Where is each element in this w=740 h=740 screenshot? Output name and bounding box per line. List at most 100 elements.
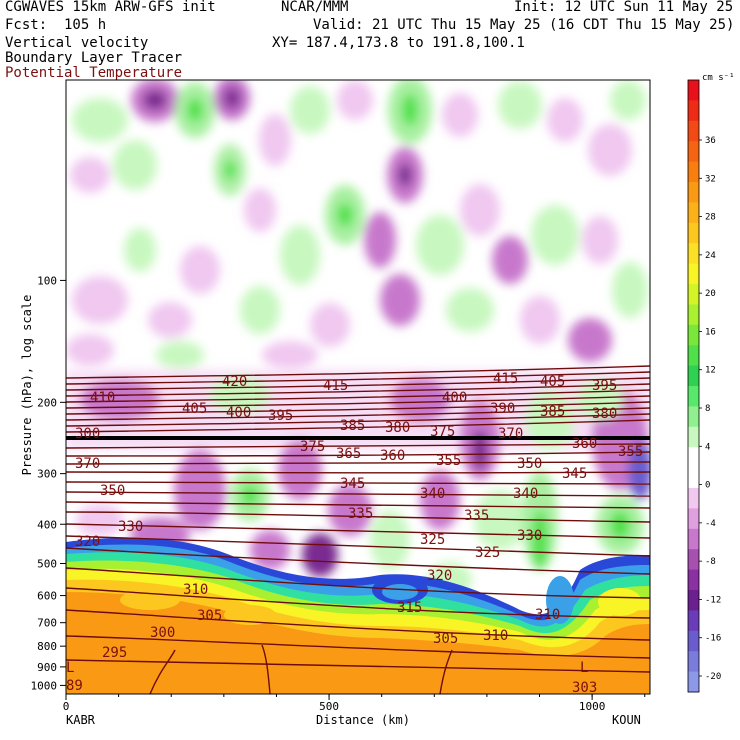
- y-tick-label: 300: [37, 468, 57, 481]
- x-axis-label: Distance (km): [316, 713, 410, 727]
- colorbar-label: -12: [705, 595, 721, 605]
- colorbar-segment: [688, 141, 699, 163]
- theta-label: L: [580, 660, 588, 676]
- theta-label: 405: [540, 374, 565, 390]
- x-tick-label: 500: [319, 700, 339, 713]
- colorbar-segment: [688, 161, 699, 183]
- x-axis: 0 500 1000: [63, 694, 646, 713]
- theta-label: 415: [493, 371, 518, 387]
- colorbar-segment: [688, 365, 699, 387]
- theta-label: 350: [100, 483, 125, 499]
- colorbar-segment: [688, 569, 699, 591]
- theta-label: 365: [336, 446, 361, 462]
- y-tick-label: 600: [37, 590, 57, 603]
- theta-label: 345: [340, 476, 365, 492]
- colorbar-segment: [688, 263, 699, 285]
- theta-label: 330: [118, 519, 143, 535]
- colorbar-segment: [688, 508, 699, 530]
- theta-label: 410: [90, 390, 115, 406]
- colorbar-segment: [688, 324, 699, 346]
- theta-label: 345: [562, 466, 587, 482]
- plot-frame: [65, 79, 651, 695]
- x-tick-label: 1000: [579, 700, 606, 713]
- theta-label: 370: [498, 426, 523, 442]
- colorbar-label: -16: [705, 634, 721, 644]
- theta-label: 415: [323, 378, 348, 394]
- theta-label: 360: [380, 448, 405, 464]
- colorbar: 36 32 28 24 20 16 12 8 4 0 -4 -8 -12 -16 -20: [687, 79, 721, 693]
- colorbar-segment: [688, 386, 699, 407]
- y-tick-label: 400: [37, 518, 57, 531]
- colorbar-label: 20: [705, 289, 716, 299]
- colorbar-segment: [688, 304, 699, 326]
- theta-label: 310: [483, 628, 508, 644]
- theta-label: 305: [197, 608, 222, 624]
- theta-label: 395: [592, 378, 617, 394]
- x-tick-label: 0: [63, 700, 70, 713]
- theta-label: 310: [535, 607, 560, 623]
- colorbar-segment: [688, 182, 699, 203]
- y-tick-label: 700: [37, 617, 57, 630]
- theta-label: 300: [150, 625, 175, 641]
- theta-label: 300: [75, 426, 100, 442]
- theta-label: 89: [66, 678, 83, 694]
- theta-label: 395: [268, 408, 293, 424]
- colorbar-segment: [688, 630, 699, 652]
- theta-label: 400: [442, 390, 467, 406]
- theta-label: 350: [517, 456, 542, 472]
- theta-label: L: [66, 660, 74, 676]
- colorbar-segment: [688, 549, 699, 571]
- theta-label: 405: [182, 401, 207, 417]
- colorbar-segment: [688, 80, 699, 101]
- theta-label: 340: [513, 486, 538, 502]
- colorbar-segment: [688, 610, 699, 632]
- colorbar-units: cm s⁻¹: [702, 73, 735, 83]
- theta-label: 320: [75, 534, 100, 550]
- theta-label: 380: [385, 420, 410, 436]
- colorbar-label: -8: [705, 557, 716, 567]
- colorbar-frame: [687, 79, 700, 693]
- colorbar-label: -20: [705, 672, 721, 682]
- colorbar-segment: [688, 222, 699, 244]
- colorbar-label: 12: [705, 366, 716, 376]
- theta-label: 400: [226, 405, 251, 421]
- colorbar-segment: [688, 467, 699, 489]
- field-potential-temperature: Potential Temperature: [5, 65, 183, 81]
- theta-label: 375: [300, 439, 325, 455]
- y-tick-label: 1000: [31, 679, 58, 692]
- colorbar-segment: [688, 120, 699, 142]
- colorbar-label: 24: [705, 251, 716, 261]
- colorbar-label: 16: [705, 327, 716, 337]
- colorbar-label: 32: [705, 174, 716, 184]
- y-tick-label: 100: [37, 274, 57, 287]
- theta-label: 335: [348, 506, 373, 522]
- theta-label: 320: [427, 568, 452, 584]
- colorbar-segment: [688, 528, 699, 550]
- forecast-hour: Fcst: 105 h: [5, 17, 107, 33]
- theta-label: 420: [222, 374, 247, 390]
- colorbar-label: 8: [705, 404, 710, 414]
- theta-label: 303: [572, 680, 597, 696]
- colorbar-segment: [688, 447, 699, 469]
- theta-contours: [66, 365, 650, 694]
- theta-label: 325: [420, 532, 445, 548]
- theta-label: 375: [430, 424, 455, 440]
- theta-label: 330: [517, 528, 542, 544]
- colorbar-segment: [688, 651, 699, 673]
- upper-velocity-pattern: [66, 80, 648, 369]
- colorbar-label: 0: [705, 481, 710, 491]
- colorbar-segment: [688, 243, 699, 265]
- y-tick-label: 200: [37, 396, 57, 409]
- cross-section-endpoints: XY= 187.4,173.8 to 191.8,100.1: [272, 35, 525, 51]
- init-time: Init: 12 UTC Sun 11 May 25: [514, 0, 734, 15]
- theta-label: 385: [340, 418, 365, 434]
- model-title: CGWAVES 15km ARW-GFS init: [5, 0, 216, 15]
- y-tick-label: 500: [37, 558, 57, 571]
- field-boundary-layer-tracer: Boundary Layer Tracer: [5, 50, 183, 66]
- theta-label: 360: [572, 436, 597, 452]
- colorbar-segment: [688, 345, 699, 367]
- colorbar-segment: [688, 426, 699, 448]
- colorbar-segment: [688, 488, 699, 509]
- end-station-label: KOUN: [612, 713, 641, 727]
